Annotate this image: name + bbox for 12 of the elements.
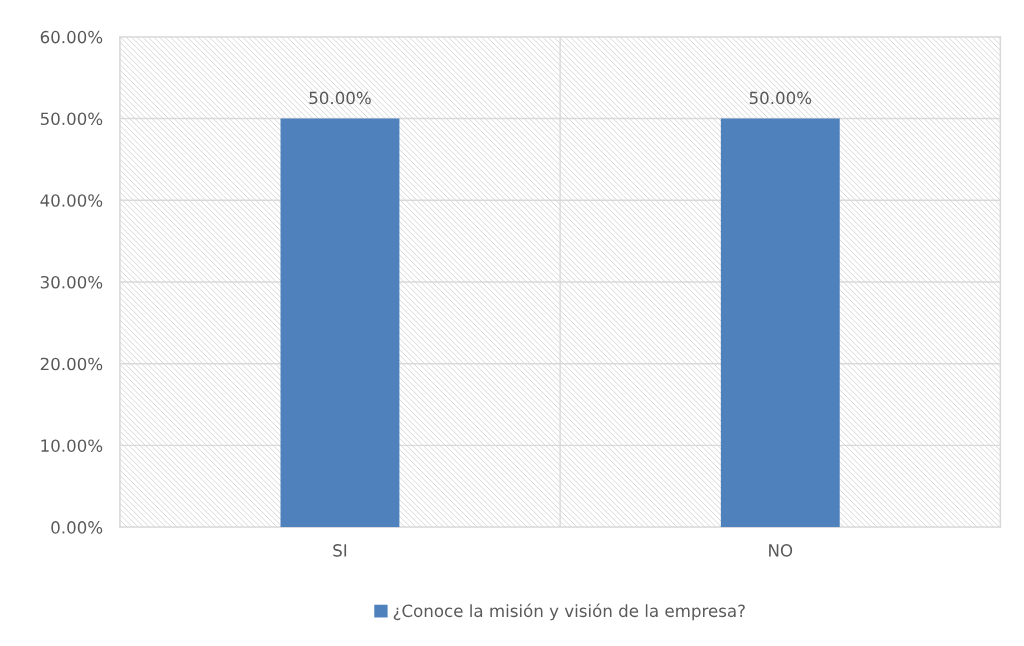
y-tick-label: 30.00% [40,275,103,289]
y-tick-label: 60.00% [40,30,103,44]
x-tick-label: NO [769,544,793,557]
x-tick-label: SI [333,544,347,557]
y-tick-label: 20.00% [40,357,103,371]
y-tick-label: 0.00% [51,521,103,534]
data-label: 50.00% [749,91,812,105]
data-label: 50.00% [309,91,371,105]
y-tick-label: 50.00% [40,112,103,126]
legend-label: ¿Conoce la misión y visión de la empresa? [393,603,745,621]
y-tick-label: 10.00% [41,439,103,452]
y-tick-label: 40.00% [40,194,103,207]
